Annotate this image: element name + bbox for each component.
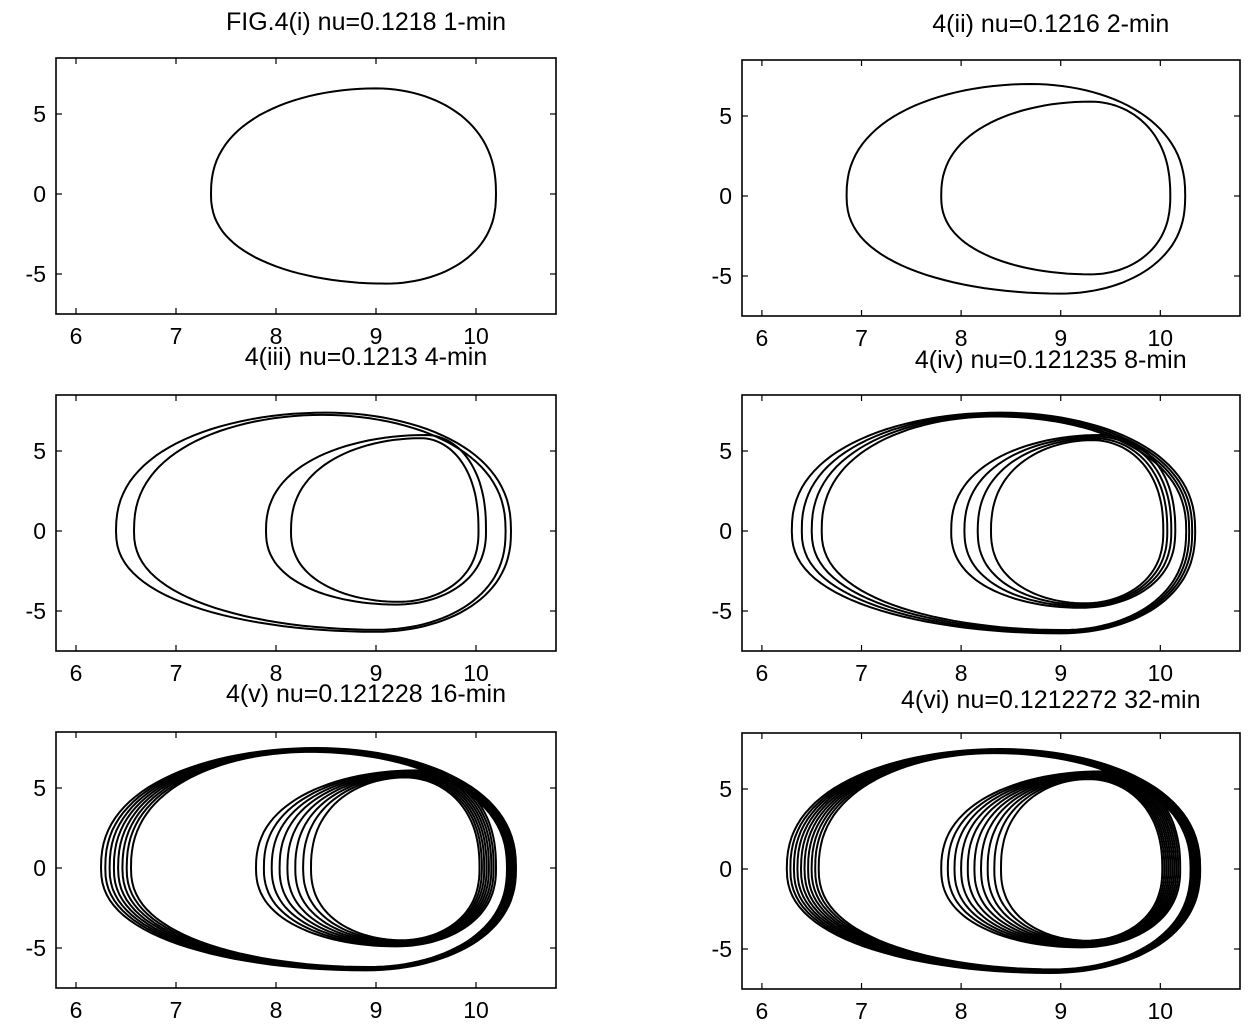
- y-tick-label: 5: [33, 775, 46, 801]
- x-tick-label: 7: [170, 323, 183, 349]
- x-tick-label: 6: [756, 660, 769, 686]
- orbit-loop-2: [289, 437, 480, 603]
- y-tick-label: 0: [33, 181, 46, 207]
- subplot-5: 4(v) nu=0.121228 16-min 6 7 8 9 10 5 0 -5: [26, 680, 557, 1023]
- x-tick-label: 9: [370, 997, 383, 1023]
- x-tick-label: 8: [270, 323, 283, 349]
- axes-frame: [55, 394, 557, 652]
- x-tick-label: 8: [955, 998, 968, 1024]
- y-tick-label: 5: [719, 438, 732, 464]
- y-tick-label: 5: [719, 776, 732, 802]
- orbit-group: [209, 87, 497, 285]
- orbit-group: [845, 82, 1187, 295]
- orbit-loop-2: [309, 776, 481, 942]
- chart-title: 4(iii) nu=0.1213 4-min: [245, 343, 488, 371]
- orbit-loop-2: [262, 770, 495, 947]
- x-tick-label: 6: [70, 997, 83, 1023]
- x-tick-label: 7: [170, 660, 183, 686]
- x-tick-label: 10: [1148, 325, 1174, 351]
- x-tick-label: 10: [1148, 998, 1174, 1024]
- orbit-group: [99, 746, 517, 972]
- x-tick-label: 8: [270, 997, 283, 1023]
- x-tick-label: 8: [270, 660, 283, 686]
- y-tick-label: 0: [33, 855, 46, 881]
- orbit-loop-1: [845, 82, 1187, 295]
- x-tick-label: 10: [463, 997, 489, 1023]
- orbit-loop-2: [264, 433, 487, 606]
- subplot-1: FIG.4(i) nu=0.1218 1-min 6 7 8 9 10 5 0 -5: [26, 8, 557, 349]
- y-tick-label: -5: [26, 935, 46, 961]
- orbit-loop-2: [950, 433, 1177, 609]
- chart-title: FIG.4(i) nu=0.1218 1-min: [226, 8, 506, 36]
- chart-title: 4(ii) nu=0.1216 2-min: [932, 10, 1169, 38]
- x-tick-label: 9: [1054, 998, 1067, 1024]
- orbit-loop-1: [132, 413, 507, 631]
- orbit-group: [785, 747, 1202, 975]
- orbit-loop-2: [286, 773, 488, 944]
- axes-frame: [741, 59, 1241, 317]
- orbit-loop-1: [820, 415, 1188, 632]
- axes-frame: [55, 57, 557, 315]
- subplot-3: 4(iii) nu=0.1213 4-min 6 7 8 9 10 5 0 -5: [26, 343, 557, 686]
- y-tick-label: 5: [33, 438, 46, 464]
- orbit-loop-1: [790, 411, 1197, 635]
- orbit-loop-2: [302, 775, 483, 943]
- x-tick-label: 9: [1054, 325, 1067, 351]
- x-tick-label: 9: [1054, 660, 1067, 686]
- x-tick-label: 10: [463, 660, 489, 686]
- y-tick-label: -5: [712, 936, 732, 962]
- chart-title: 4(iv) nu=0.121235 8-min: [915, 346, 1187, 374]
- x-tick-label: 6: [70, 660, 83, 686]
- orbit-loop-2: [999, 778, 1164, 942]
- x-tick-label: 7: [855, 660, 868, 686]
- orbit-loop-2: [940, 100, 1172, 276]
- chart-title: 4(vi) nu=0.1212272 32-min: [901, 686, 1201, 714]
- x-tick-label: 6: [70, 323, 83, 349]
- y-tick-label: 5: [719, 103, 732, 129]
- x-tick-label: 7: [170, 997, 183, 1023]
- y-tick-label: -5: [712, 598, 732, 624]
- y-tick-label: 5: [33, 101, 46, 127]
- orbit-loop-2: [294, 774, 486, 944]
- orbit-loop-1: [810, 414, 1191, 633]
- x-tick-label: 8: [955, 325, 968, 351]
- orbit-group: [790, 411, 1197, 635]
- y-tick-label: -5: [712, 263, 732, 289]
- orbit-loop-1: [817, 752, 1192, 971]
- orbit-loop-1: [800, 412, 1194, 634]
- x-tick-label: 9: [370, 323, 383, 349]
- y-tick-label: 0: [719, 518, 732, 544]
- y-tick-label: -5: [26, 261, 46, 287]
- orbit-loop-2: [976, 437, 1169, 606]
- orbit-group: [114, 411, 512, 633]
- orbit-loop-1: [114, 411, 512, 633]
- chart-title: 4(v) nu=0.121228 16-min: [226, 680, 506, 708]
- axes-frame: [55, 731, 557, 989]
- x-tick-label: 9: [370, 660, 383, 686]
- y-tick-label: -5: [26, 598, 46, 624]
- x-tick-label: 10: [463, 323, 489, 349]
- orbit-loop-2: [270, 771, 493, 946]
- subplot-6: 4(vi) nu=0.1212272 32-min 6 7 8 9 10 5 0 -5: [712, 686, 1241, 1024]
- orbit-loop-2: [254, 769, 497, 948]
- y-tick-label: 0: [33, 518, 46, 544]
- x-tick-label: 7: [855, 325, 868, 351]
- x-tick-label: 6: [756, 998, 769, 1024]
- x-tick-label: 8: [955, 660, 968, 686]
- y-tick-label: 0: [719, 856, 732, 882]
- x-tick-label: 7: [855, 998, 868, 1024]
- orbit-loop-1: [209, 87, 497, 285]
- x-tick-label: 6: [756, 325, 769, 351]
- subplot-4: 4(iv) nu=0.121235 8-min 6 7 8 9 10 5 0 -5: [712, 346, 1241, 686]
- orbit-loop-2: [963, 435, 1173, 608]
- y-tick-label: 0: [719, 183, 732, 209]
- orbit-loop-1: [129, 750, 508, 969]
- x-tick-label: 10: [1148, 660, 1174, 686]
- subplot-2: 4(ii) nu=0.1216 2-min 6 7 8 9 10 5 0 -5: [712, 10, 1241, 351]
- orbit-loop-2: [989, 439, 1165, 605]
